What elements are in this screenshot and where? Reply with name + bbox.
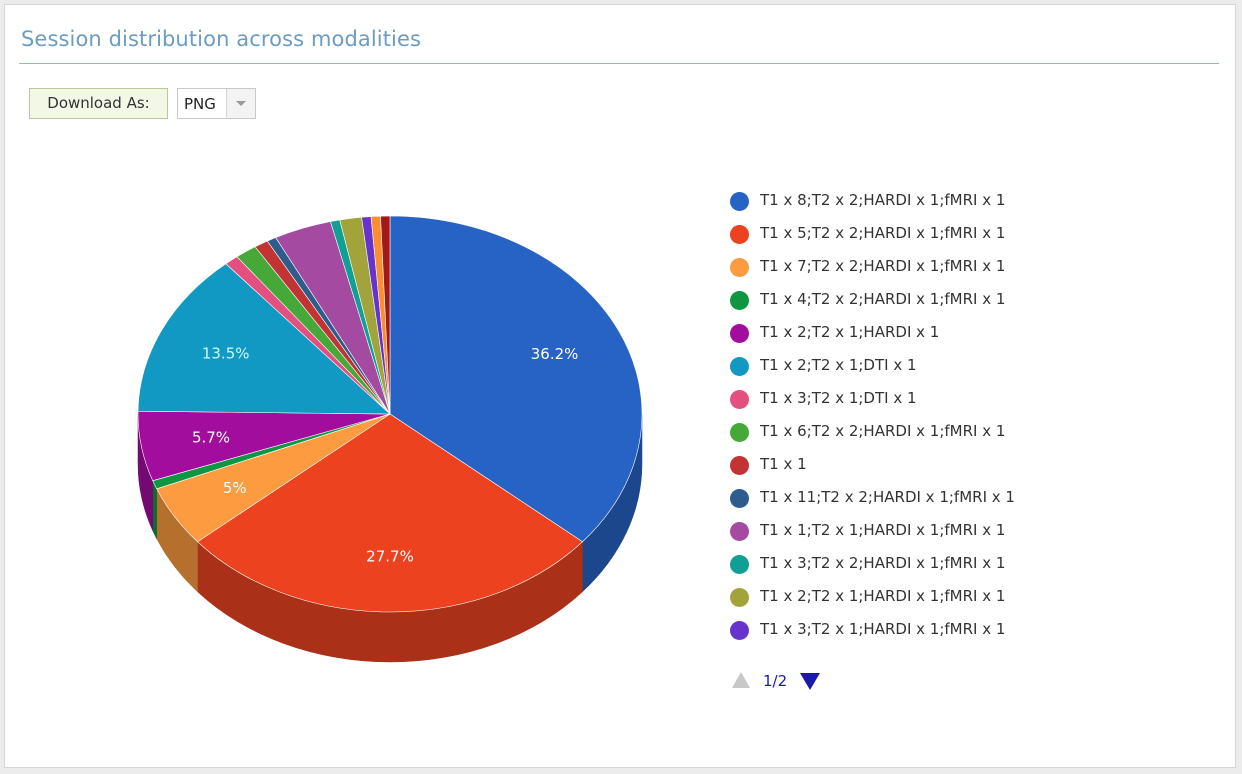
title-divider (19, 63, 1219, 64)
legend-swatch (730, 357, 749, 376)
legend-label: T1 x 3;T2 x 1;HARDI x 1;fMRI x 1 (760, 620, 1006, 638)
legend-swatch (730, 522, 749, 541)
legend-label: T1 x 1 (760, 455, 807, 473)
pie-data-label: 36.2% (531, 345, 579, 363)
pie-side-walls (137, 413, 643, 663)
legend-label: T1 x 4;T2 x 2;HARDI x 1;fMRI x 1 (760, 290, 1006, 308)
legend-label: T1 x 2;T2 x 1;DTI x 1 (760, 356, 917, 374)
legend-swatch (730, 258, 749, 277)
pie-slice[interactable] (389, 215, 643, 543)
pie-data-label: 13.5% (202, 345, 250, 363)
legend-swatch (730, 291, 749, 310)
legend-swatch (730, 324, 749, 343)
pie-slice[interactable] (197, 413, 583, 613)
page-title: Session distribution across modalities (21, 27, 422, 51)
pie-data-label: 27.7% (366, 548, 414, 566)
legend-label: T1 x 2;T2 x 1;HARDI x 1;fMRI x 1 (760, 587, 1006, 605)
legend-swatch (730, 390, 749, 409)
legend-swatch (730, 621, 749, 640)
legend-swatch (730, 588, 749, 607)
legend-swatch (730, 489, 749, 508)
pie-data-label: 5% (223, 479, 247, 497)
pie-data-label: 5.7% (192, 428, 230, 446)
legend-swatch (730, 225, 749, 244)
pie-slice[interactable] (137, 263, 391, 415)
legend-label: T1 x 6;T2 x 2;HARDI x 1;fMRI x 1 (760, 422, 1006, 440)
pie-slice[interactable] (380, 215, 391, 415)
legend-label: T1 x 1;T2 x 1;HARDI x 1;fMRI x 1 (760, 521, 1006, 539)
legend-label: T1 x 3;T2 x 2;HARDI x 1;fMRI x 1 (760, 554, 1006, 572)
legend-page-indicator: 1/2 (763, 672, 788, 690)
legend-label: T1 x 11;T2 x 2;HARDI x 1;fMRI x 1 (760, 488, 1015, 506)
pie-slice-side (152, 480, 157, 539)
legend-swatch (730, 192, 749, 211)
legend-label: T1 x 2;T2 x 1;HARDI x 1 (760, 323, 940, 341)
legend-swatch (730, 423, 749, 442)
legend-label: T1 x 3;T2 x 1;DTI x 1 (760, 389, 917, 407)
download-format-select[interactable]: PNG (177, 88, 256, 119)
legend-label: T1 x 8;T2 x 2;HARDI x 1;fMRI x 1 (760, 191, 1006, 209)
legend-label: T1 x 5;T2 x 2;HARDI x 1;fMRI x 1 (760, 224, 1006, 242)
pie-slices (137, 215, 643, 613)
download-as-label: Download As: (29, 88, 168, 119)
legend-label: T1 x 7;T2 x 2;HARDI x 1;fMRI x 1 (760, 257, 1006, 275)
download-format-value: PNG (184, 95, 216, 113)
legend-swatch (730, 555, 749, 574)
legend-page-down-icon[interactable] (800, 673, 820, 690)
chevron-down-icon[interactable] (226, 89, 255, 118)
legend-page-up-icon[interactable] (732, 672, 750, 688)
legend-swatch (730, 456, 749, 475)
